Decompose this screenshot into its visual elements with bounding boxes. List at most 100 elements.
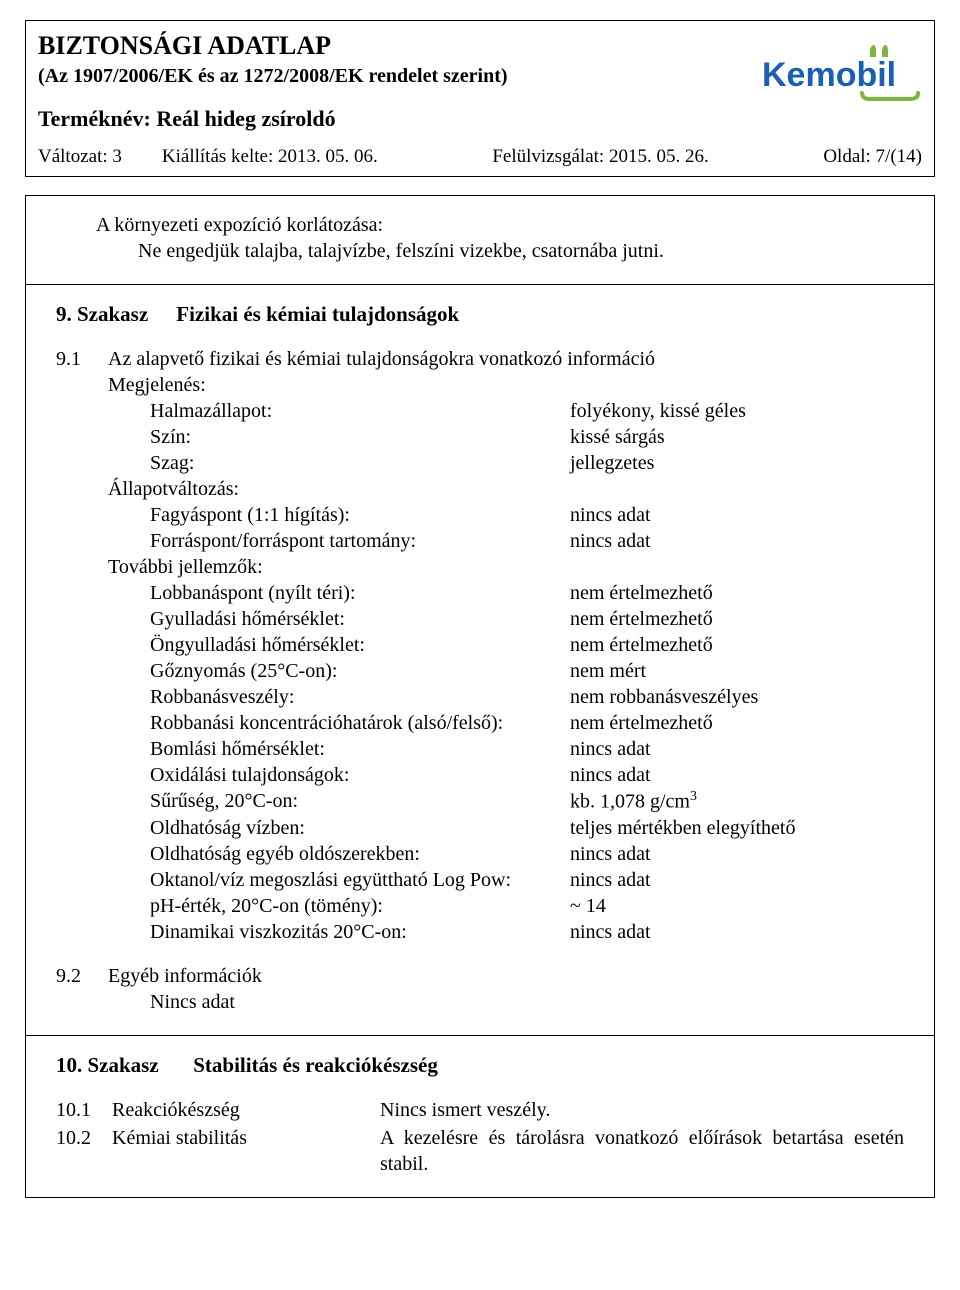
- header-bottom: Változat: 3 Kiállítás kelte: 2013. 05. 0…: [38, 145, 922, 170]
- page-number: Oldal: 7/(14): [823, 145, 922, 170]
- prop-value: nem értelmezhető: [570, 580, 713, 606]
- logo-text: Kemobil: [762, 56, 896, 94]
- prop-value: nem mért: [570, 658, 646, 684]
- s10-value: Nincs ismert veszély.: [380, 1097, 904, 1123]
- prop-label: pH-érték, 20°C-on (tömény):: [150, 893, 570, 919]
- section-10-body: 10.1 Reakciókészség Nincs ismert veszély…: [56, 1097, 904, 1177]
- s10-value: A kezelésre és tárolásra vonatkozó előír…: [380, 1125, 904, 1177]
- logo-accent-icon: [882, 45, 888, 57]
- section-9-title: Fizikai és kémiai tulajdonságok: [176, 302, 459, 326]
- prop-label: Oldhatóság vízben:: [150, 815, 570, 841]
- prop-row: Fagyáspont (1:1 hígítás): nincs adat: [150, 502, 904, 528]
- s10-row: 10.2 Kémiai stabilitás A kezelésre és tá…: [56, 1125, 904, 1177]
- prop-value: nem értelmezhető: [570, 710, 713, 736]
- prop-row: Robbanási koncentrációhatárok (alsó/fels…: [150, 710, 904, 736]
- header-box: BIZTONSÁGI ADATLAP (Az 1907/2006/EK és a…: [25, 20, 935, 177]
- prop-value: kb. 1,078 g/cm3: [570, 788, 697, 815]
- prop-value: nincs adat: [570, 528, 651, 554]
- s10-num: 10.2: [56, 1125, 112, 1151]
- state-change-head: Állapotváltozás:: [108, 476, 904, 502]
- sub-9-2-content: Nincs adat: [108, 989, 904, 1015]
- prop-label: Gőznyomás (25°C-on):: [150, 658, 570, 684]
- section-9: 9. Szakasz Fizikai és kémiai tulajdonság…: [26, 285, 934, 1036]
- prop-row: Gőznyomás (25°C-on):nem mért: [150, 658, 904, 684]
- prop-label: Oktanol/víz megoszlási együttható Log Po…: [150, 867, 570, 893]
- section-10-title: Stabilitás és reakciókészség: [193, 1053, 438, 1077]
- prop-label: Sűrűség, 20°C-on:: [150, 788, 570, 815]
- prop-row: pH-érték, 20°C-on (tömény):~ 14: [150, 893, 904, 919]
- prop-label: Szín:: [150, 424, 570, 450]
- s10-label: Kémiai stabilitás: [112, 1125, 380, 1151]
- prop-value: ~ 14: [570, 893, 606, 919]
- prop-row: Robbanásveszély:nem robbanásveszélyes: [150, 684, 904, 710]
- prop-value: nincs adat: [570, 502, 651, 528]
- doc-subtitle: (Az 1907/2006/EK és az 1272/2008/EK rend…: [38, 63, 508, 89]
- product-name: Terméknév: Reál hideg zsíroldó: [38, 105, 508, 134]
- prop-row: Lobbanáspont (nyílt téri):nem értelmezhe…: [150, 580, 904, 606]
- prop-label: Lobbanáspont (nyílt téri):: [150, 580, 570, 606]
- prop-row: Bomlási hőmérséklet:nincs adat: [150, 736, 904, 762]
- prop-label: Robbanási koncentrációhatárok (alsó/fels…: [150, 710, 570, 736]
- density-val: kb. 1,078 g/cm: [570, 791, 690, 813]
- sub-9-1-num: 9.1: [56, 346, 108, 372]
- s10-row: 10.1 Reakciókészség Nincs ismert veszély…: [56, 1097, 904, 1123]
- s10-label: Reakciókészség: [112, 1097, 380, 1123]
- further-head: További jellemzők:: [108, 554, 904, 580]
- prop-label: Oxidálási tulajdonságok:: [150, 762, 570, 788]
- s10-num: 10.1: [56, 1097, 112, 1123]
- prop-row: Oldhatóság vízben:teljes mértékben elegy…: [150, 815, 904, 841]
- prop-row-density: Sűrűség, 20°C-on: kb. 1,078 g/cm3: [150, 788, 904, 815]
- logo-accent-icon: [870, 45, 876, 57]
- issue-date: Kiállítás kelte: 2013. 05. 06.: [162, 145, 378, 170]
- prop-value: nem értelmezhető: [570, 632, 713, 658]
- prop-row: Oktanol/víz megoszlási együttható Log Po…: [150, 867, 904, 893]
- prop-value: teljes mértékben elegyíthető: [570, 815, 795, 841]
- prop-label: Fagyáspont (1:1 hígítás):: [150, 502, 570, 528]
- further-rows: Lobbanáspont (nyílt téri):nem értelmezhe…: [108, 580, 904, 945]
- appearance-head: Megjelenés:: [108, 372, 904, 398]
- sub-9-1-body: Az alapvető fizikai és kémiai tulajdonsá…: [108, 346, 904, 945]
- header-bottom-left: Változat: 3 Kiállítás kelte: 2013. 05. 0…: [38, 145, 378, 170]
- prop-label: Bomlási hőmérséklet:: [150, 736, 570, 762]
- prop-value: nincs adat: [570, 841, 651, 867]
- prop-label: Gyulladási hőmérséklet:: [150, 606, 570, 632]
- prop-label: Robbanásveszély:: [150, 684, 570, 710]
- prop-row: Oxidálási tulajdonságok:nincs adat: [150, 762, 904, 788]
- doc-title: BIZTONSÁGI ADATLAP: [38, 29, 508, 63]
- sub-9-1-title: Az alapvető fizikai és kémiai tulajdonsá…: [108, 346, 904, 372]
- prop-label: Oldhatóság egyéb oldószerekben:: [150, 841, 570, 867]
- sub-9-2-num: 9.2: [56, 963, 108, 989]
- intro-block: A környezeti expozíció korlátozása: Ne e…: [56, 212, 904, 264]
- prop-label: Dinamikai viszkozitás 20°C-on:: [150, 919, 570, 945]
- prop-row: Öngyulladási hőmérséklet:nem értelmezhet…: [150, 632, 904, 658]
- section-10-heading: 10. Szakasz Stabilitás és reakciókészség: [56, 1052, 904, 1079]
- prop-value: folyékony, kissé géles: [570, 398, 746, 424]
- kemobil-logo-icon: Kemobil: [762, 41, 922, 101]
- intro-line1: A környezeti expozíció korlátozása:: [96, 212, 904, 238]
- density-exp: 3: [690, 789, 697, 804]
- intro-line2: Ne engedjük talajba, talajvízbe, felszín…: [96, 238, 904, 264]
- sub-9-2-body: Egyéb információk Nincs adat: [108, 963, 904, 1015]
- prop-value: nincs adat: [570, 762, 651, 788]
- prop-value: nincs adat: [570, 867, 651, 893]
- prop-label: Öngyulladási hőmérséklet:: [150, 632, 570, 658]
- prop-row: Dinamikai viszkozitás 20°C-on:nincs adat: [150, 919, 904, 945]
- prop-value: nincs adat: [570, 919, 651, 945]
- prop-label: Forráspont/forráspont tartomány:: [150, 528, 570, 554]
- subsection-9-1: 9.1 Az alapvető fizikai és kémiai tulajd…: [56, 346, 904, 945]
- prop-row: Halmazállapot: folyékony, kissé géles: [150, 398, 904, 424]
- section-9-heading: 9. Szakasz Fizikai és kémiai tulajdonság…: [56, 301, 904, 328]
- main-box: A környezeti expozíció korlátozása: Ne e…: [25, 195, 935, 1198]
- section-10: 10. Szakasz Stabilitás és reakciókészség…: [26, 1036, 934, 1197]
- prop-row: Szín: kissé sárgás: [150, 424, 904, 450]
- prop-value: jellegzetes: [570, 450, 654, 476]
- state-change-rows: Fagyáspont (1:1 hígítás): nincs adat For…: [108, 502, 904, 554]
- prop-value: kissé sárgás: [570, 424, 665, 450]
- logo: Kemobil: [762, 29, 922, 108]
- section-9-num: 9. Szakasz: [56, 301, 171, 328]
- prop-row: Gyulladási hőmérséklet:nem értelmezhető: [150, 606, 904, 632]
- prop-label: Halmazállapot:: [150, 398, 570, 424]
- appearance-rows: Halmazállapot: folyékony, kissé géles Sz…: [108, 398, 904, 476]
- prop-value: nincs adat: [570, 736, 651, 762]
- subsection-9-2: 9.2 Egyéb információk Nincs adat: [56, 963, 904, 1015]
